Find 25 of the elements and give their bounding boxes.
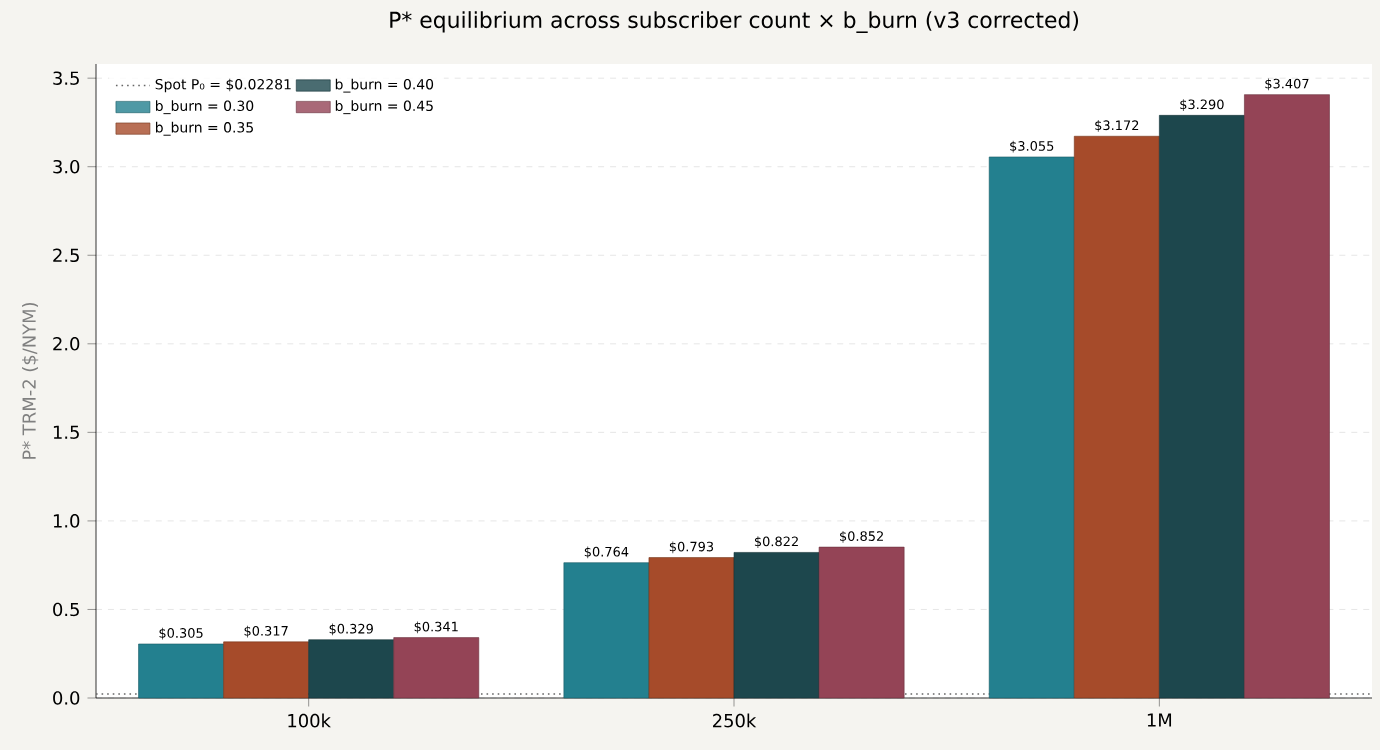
y-tick-label: 3.0 <box>53 159 80 174</box>
bar <box>138 643 224 699</box>
y-tick-label: 2.0 <box>53 337 80 351</box>
bar <box>648 557 735 699</box>
y-axis-title: P* TRM-2 ($/NYM) <box>22 302 39 459</box>
y-tick-label: 2.5 <box>53 248 79 263</box>
x-tick-label: 100k <box>288 713 331 728</box>
y-tick-label: 1.0 <box>53 514 80 528</box>
x-tick-label: 1M <box>1147 713 1172 727</box>
bar <box>1159 115 1245 699</box>
bar <box>308 639 395 699</box>
y-tick-label: 0.0 <box>53 691 80 705</box>
bar <box>1244 94 1330 699</box>
bar <box>988 156 1075 699</box>
y-tick-label: 3.5 <box>53 71 79 85</box>
bar <box>393 637 480 699</box>
bar <box>733 552 820 699</box>
bar <box>818 546 905 699</box>
bar <box>563 562 650 699</box>
bar <box>223 641 309 699</box>
y-tick-label: 0.5 <box>53 602 79 617</box>
chart-title: P* equilibrium across subscriber count × b_burn (v3 corrected) <box>390 11 1079 33</box>
y-tick-label: 1.5 <box>53 425 79 440</box>
x-tick-label: 250k <box>713 713 757 728</box>
bar <box>1073 135 1160 699</box>
